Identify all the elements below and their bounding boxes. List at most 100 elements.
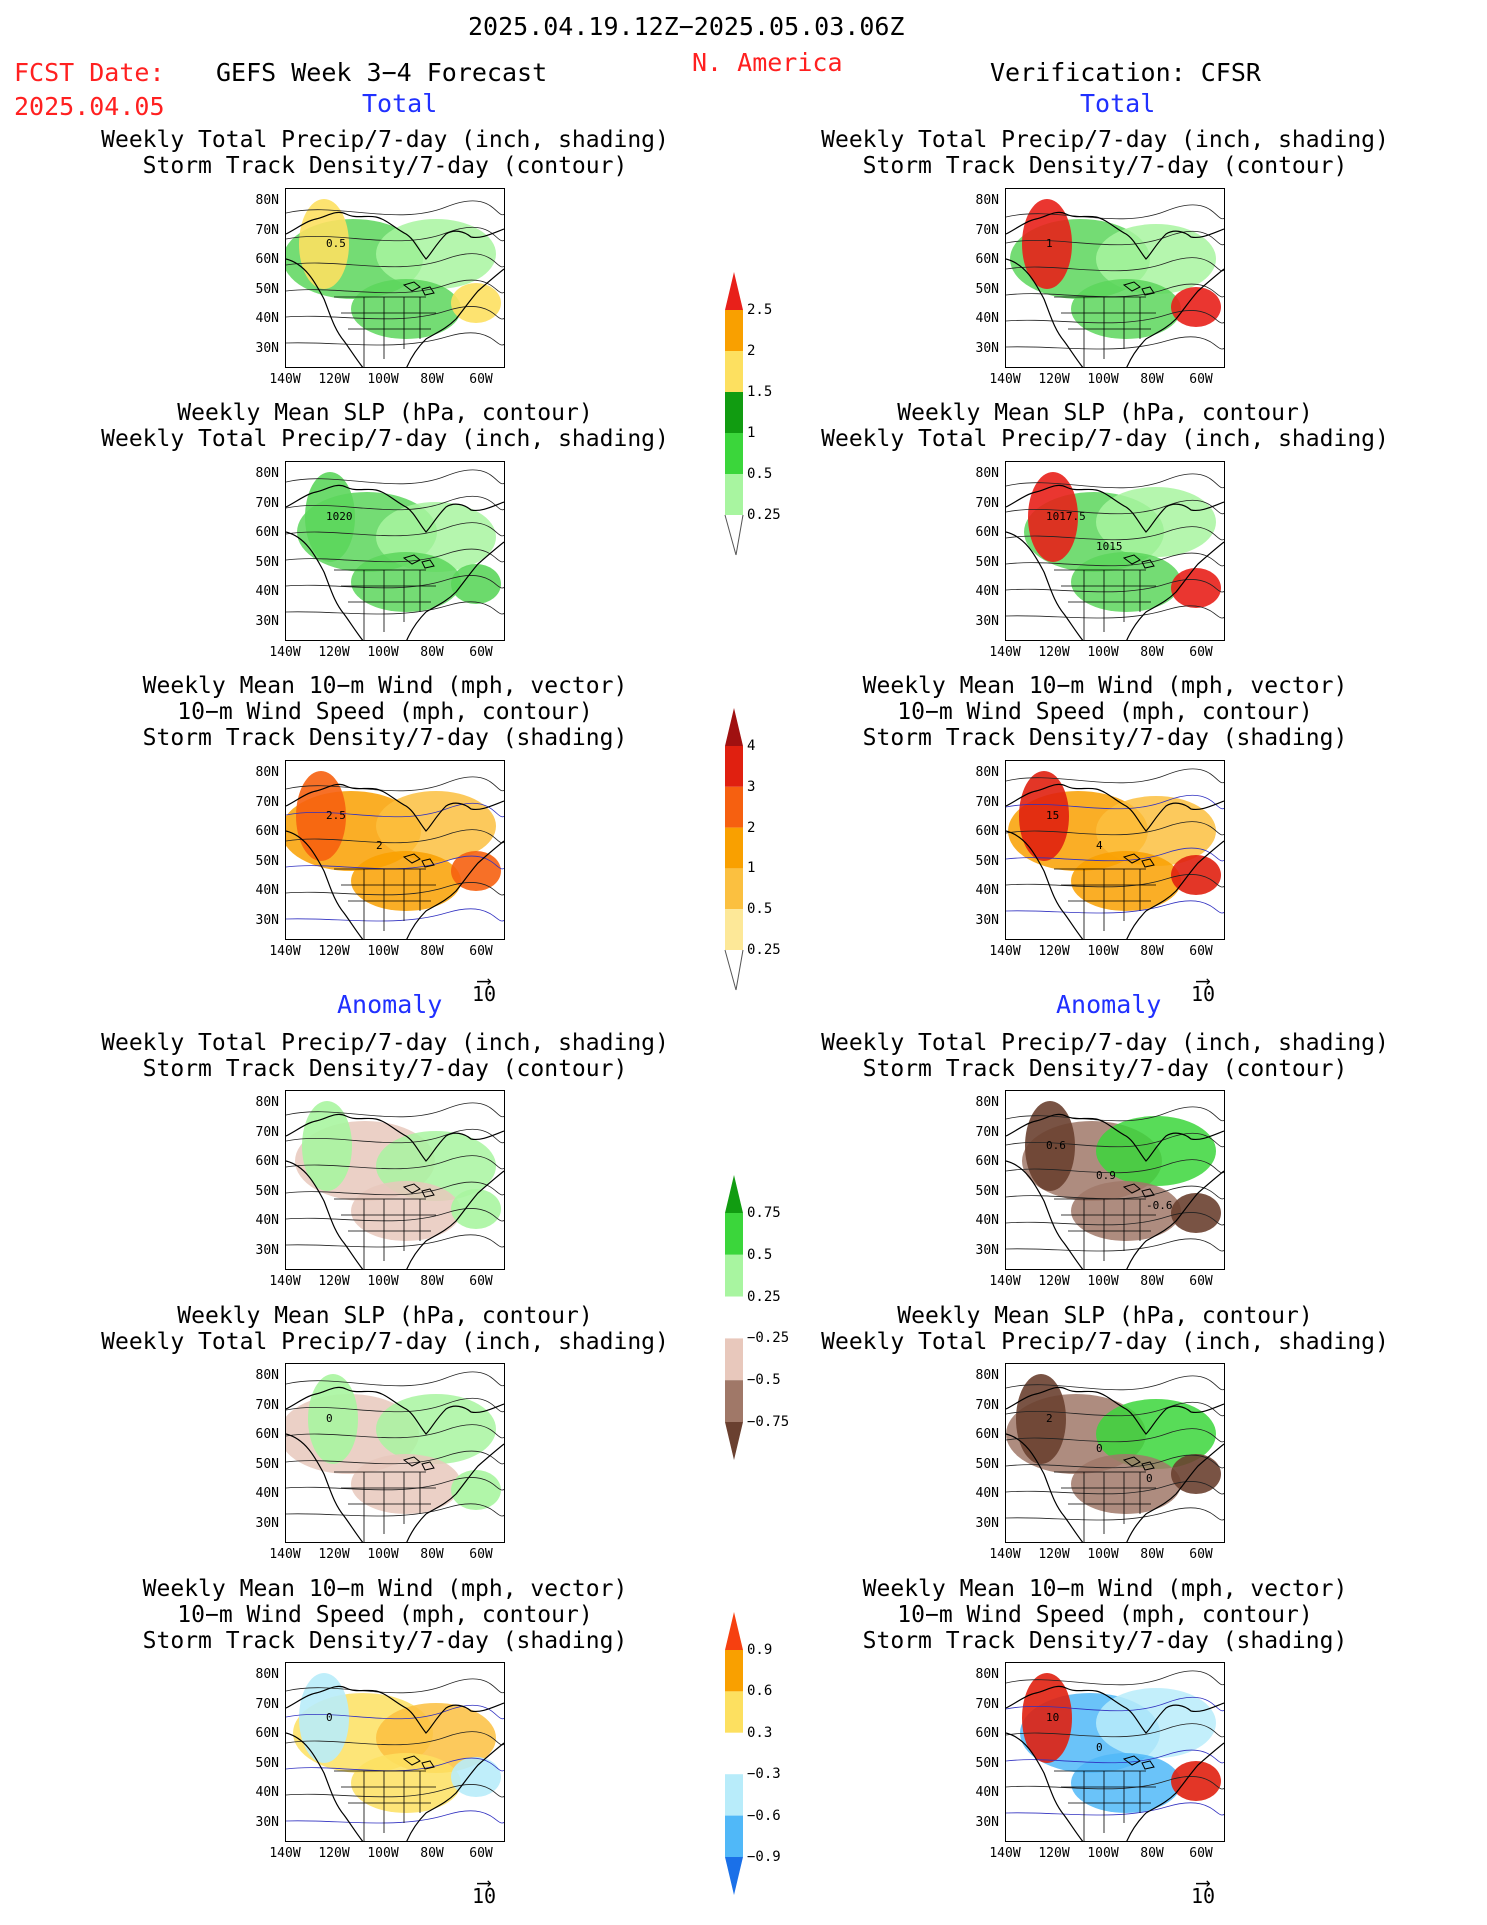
shading-blob bbox=[1071, 279, 1181, 339]
contour-line bbox=[286, 253, 504, 268]
lon-tick-label: 80W bbox=[1140, 1547, 1164, 1562]
title-verif-anom-slp: Weekly Mean SLP (hPa, contour) Weekly To… bbox=[821, 1303, 1389, 1355]
contour-line bbox=[286, 306, 504, 320]
section-anomaly-left: Anomaly bbox=[337, 990, 443, 1019]
state-borders bbox=[334, 1198, 436, 1269]
section-anomaly-right: Anomaly bbox=[1056, 990, 1162, 1019]
shading-blob bbox=[302, 1101, 352, 1191]
lat-tick-label: 80N bbox=[975, 1095, 999, 1110]
date-range: 2025.04.19.12Z−2025.05.03.06Z bbox=[468, 12, 905, 41]
colorbar-label: 0.6 bbox=[747, 1683, 773, 1700]
lat-tick-label: 40N bbox=[975, 584, 999, 599]
colorbar-bottom-triangle bbox=[725, 1422, 743, 1460]
lat-tick-label: 40N bbox=[975, 1213, 999, 1228]
contour-line bbox=[286, 1784, 504, 1798]
contour-line bbox=[1006, 1212, 1224, 1226]
lat-tick-label: 80N bbox=[975, 765, 999, 780]
colorbar-label: 0.3 bbox=[747, 1724, 773, 1741]
lat-tick-label: 40N bbox=[975, 883, 999, 898]
contour-line bbox=[1006, 1428, 1224, 1443]
contour-line bbox=[286, 575, 504, 589]
lon-tick-label: 120W bbox=[1038, 1846, 1070, 1861]
contour-label: 2 bbox=[1046, 1412, 1053, 1425]
contour-line bbox=[1006, 1185, 1224, 1200]
contour-line bbox=[286, 1503, 504, 1517]
lon-tick-label: 100W bbox=[1087, 944, 1119, 959]
map-canvas: 10 0 bbox=[1006, 1670, 1224, 1841]
contour-line bbox=[1006, 1749, 1224, 1764]
contour-line bbox=[286, 469, 504, 485]
colorbar-label: 0.9 bbox=[747, 1642, 773, 1658]
shading-blob bbox=[1171, 1454, 1221, 1494]
shading-blob bbox=[1171, 287, 1221, 327]
shading-blob bbox=[299, 1673, 349, 1763]
lat-tick-label: 80N bbox=[255, 1095, 279, 1110]
colorbar-top-triangle bbox=[725, 1175, 743, 1213]
lon-tick-label: 80W bbox=[1140, 1846, 1164, 1861]
colorbar-label: 1.5 bbox=[747, 384, 773, 400]
contour-line bbox=[286, 1477, 504, 1491]
state-borders bbox=[1054, 868, 1156, 939]
lat-tick-label: 30N bbox=[975, 340, 999, 356]
coastline bbox=[286, 783, 504, 939]
lon-tick-label: 60W bbox=[1189, 372, 1213, 387]
lat-tick-label: 70N bbox=[255, 222, 279, 238]
colorbar-label: −0.9 bbox=[747, 1849, 781, 1865]
lon-tick-label: 80W bbox=[1140, 1274, 1164, 1289]
lat-tick-label: 40N bbox=[255, 1213, 279, 1228]
map-canvas: 2 0 0 bbox=[1006, 1374, 1224, 1542]
shading-blob bbox=[1019, 771, 1069, 861]
contour-line bbox=[1006, 794, 1224, 810]
contour-line bbox=[1006, 1238, 1224, 1252]
lat-tick-label: 70N bbox=[975, 1397, 999, 1413]
fcst-label: FCST Date: bbox=[14, 58, 165, 87]
shading-blob bbox=[451, 564, 501, 604]
lat-tick-label: 50N bbox=[975, 554, 999, 570]
lon-tick-label: 80W bbox=[420, 1846, 444, 1861]
colorbar-segment bbox=[725, 351, 743, 392]
lon-tick-label: 60W bbox=[469, 1274, 493, 1289]
lon-tick-label: 140W bbox=[269, 1274, 301, 1289]
shading-blob bbox=[1096, 1688, 1216, 1758]
contour-line bbox=[1006, 1802, 1224, 1816]
contour-label: 2 bbox=[376, 839, 383, 852]
shading-blob bbox=[1022, 1673, 1072, 1763]
coastline bbox=[1006, 211, 1224, 367]
lon-tick-label: 100W bbox=[1087, 372, 1119, 387]
lon-tick-label: 60W bbox=[469, 645, 493, 660]
contour-line bbox=[286, 200, 504, 216]
map-panel-fcst-anom-precip bbox=[285, 1090, 505, 1270]
lat-tick-label: 70N bbox=[255, 1696, 279, 1712]
title-fcst-total-slp: Weekly Mean SLP (hPa, contour) Weekly To… bbox=[101, 400, 669, 452]
map-canvas bbox=[286, 1101, 504, 1269]
contour-line bbox=[1006, 821, 1224, 836]
lat-tick-label: 50N bbox=[255, 1183, 279, 1199]
map-canvas: 1020 bbox=[286, 469, 504, 640]
colorbar-label: 2 bbox=[747, 819, 756, 836]
lat-tick-label: 60N bbox=[975, 525, 999, 540]
contour-line bbox=[286, 1208, 504, 1222]
colorbar-segment bbox=[725, 786, 743, 828]
contour-line bbox=[286, 548, 504, 563]
shading-blob bbox=[351, 1753, 461, 1813]
lat-tick-label: 50N bbox=[975, 1755, 999, 1771]
colorbar-label: 0.5 bbox=[747, 466, 773, 482]
coastline bbox=[1006, 1685, 1224, 1841]
lat-tick-label: 40N bbox=[255, 311, 279, 326]
lon-tick-label: 120W bbox=[1038, 944, 1070, 959]
colorbar-label: −0.3 bbox=[747, 1766, 781, 1783]
contour-line bbox=[1006, 579, 1224, 593]
contour-line bbox=[1006, 1670, 1224, 1686]
lon-tick-label: 140W bbox=[269, 372, 301, 387]
lon-tick-label: 80W bbox=[420, 944, 444, 959]
lat-tick-label: 50N bbox=[975, 281, 999, 297]
shading-blob bbox=[308, 1374, 358, 1464]
contour-line bbox=[286, 908, 504, 922]
lon-tick-label: 120W bbox=[318, 1274, 350, 1289]
great-lakes bbox=[1122, 554, 1155, 569]
contour-line bbox=[286, 332, 504, 346]
contour-line bbox=[286, 829, 504, 844]
colorbar-segment bbox=[725, 1296, 743, 1339]
contour-line bbox=[1006, 1375, 1224, 1391]
colorbar-segment bbox=[725, 1650, 743, 1692]
